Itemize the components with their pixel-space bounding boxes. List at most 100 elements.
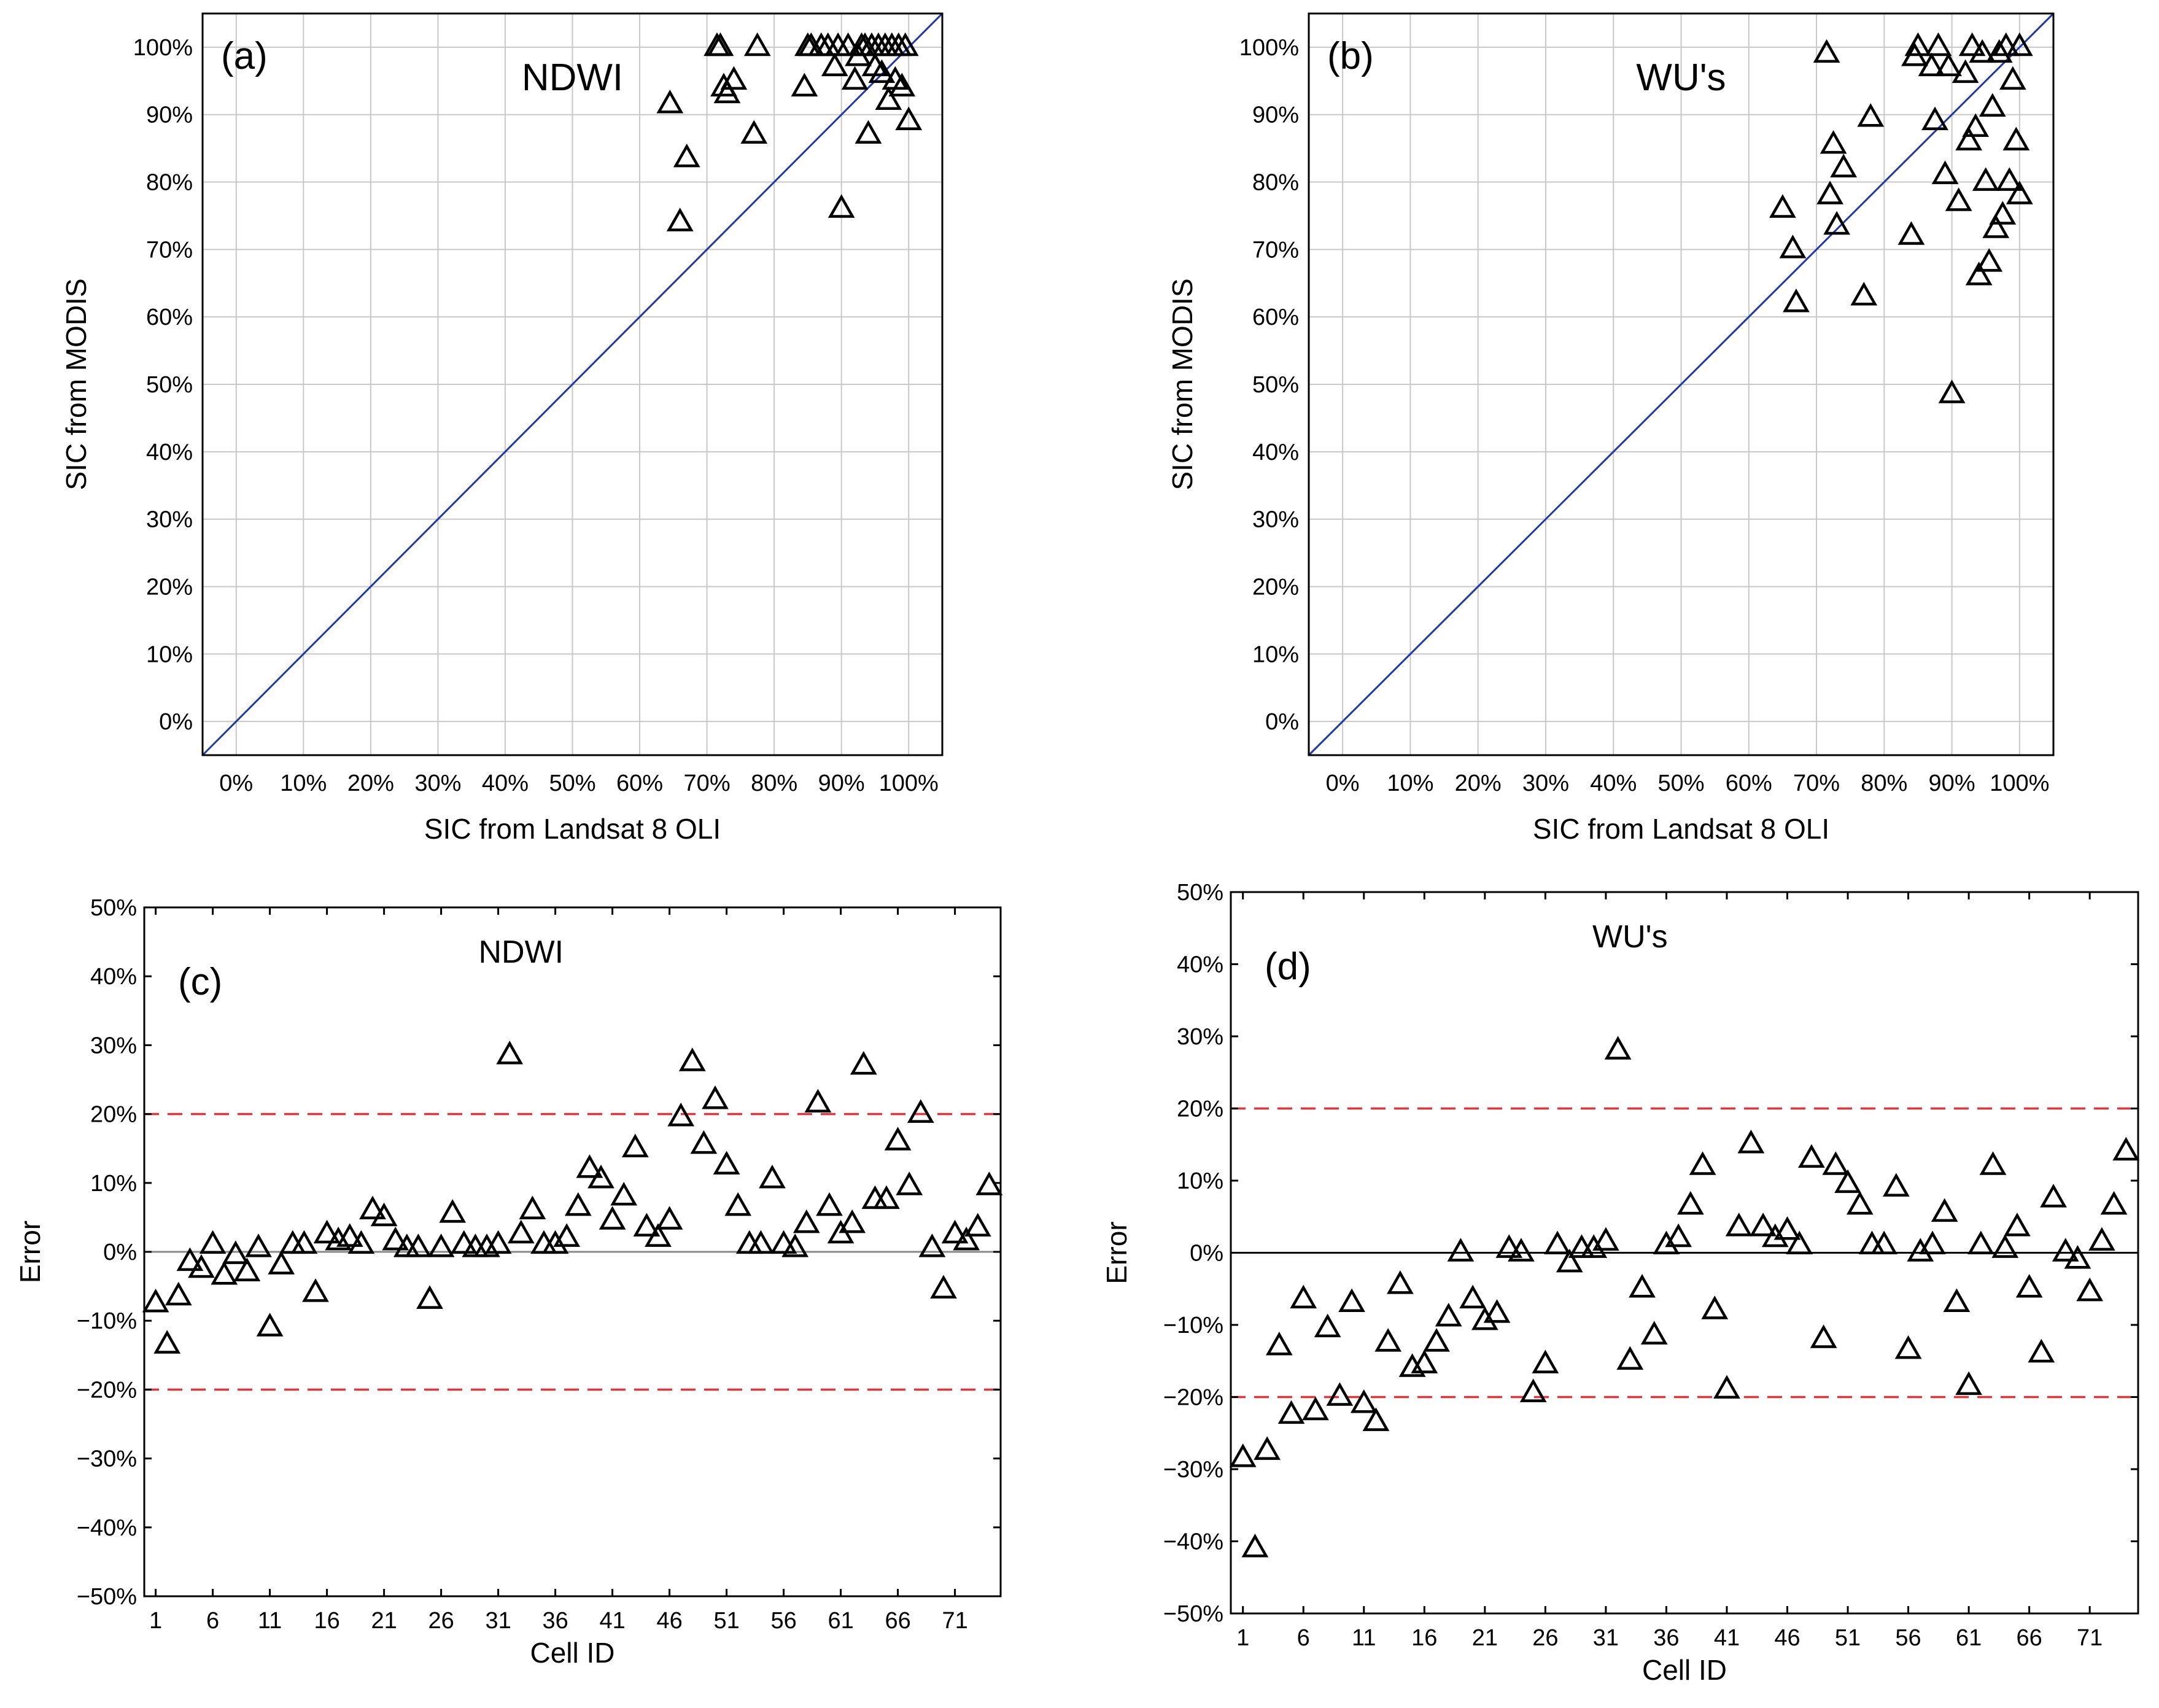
y-tick-label: 50% — [1177, 880, 1223, 906]
x-tick-label: 20% — [347, 771, 394, 796]
x-tick-label: 66 — [2016, 1625, 2042, 1651]
y-tick-label: 50% — [1252, 372, 1299, 398]
y-tick-label: 50% — [146, 372, 193, 398]
y-tick-label: 30% — [90, 1033, 137, 1058]
data-point — [1779, 235, 1807, 258]
x-tick-label: 60% — [616, 771, 663, 796]
data-point — [1931, 160, 1959, 184]
data-point — [416, 1285, 443, 1309]
x-tick-label: 21 — [371, 1608, 397, 1634]
data-point — [2076, 1277, 2104, 1302]
data-point — [1904, 32, 1932, 56]
x-tick-label: 6 — [206, 1608, 219, 1634]
data-point — [855, 120, 882, 144]
data-point — [678, 1047, 706, 1071]
y-axis-label: SIC from MODIS — [60, 278, 92, 490]
x-tick-label: 41 — [1714, 1625, 1740, 1651]
x-tick-label: 11 — [258, 1608, 282, 1634]
data-point — [1945, 187, 1972, 211]
panel-label: (c) — [178, 961, 222, 1003]
data-point — [953, 1226, 980, 1251]
x-tick-label: 80% — [1861, 771, 1907, 796]
data-point — [781, 1233, 809, 1257]
x-tick-label: 51 — [1835, 1625, 1861, 1651]
x-tick-label: 1 — [149, 1608, 162, 1634]
panel-label: (b) — [1327, 35, 1374, 77]
y-tick-label: 20% — [1252, 574, 1299, 600]
one-to-one-line — [1308, 12, 2055, 756]
data-point — [828, 194, 855, 218]
y-tick-label: 40% — [90, 964, 137, 990]
data-point — [791, 72, 818, 97]
data-point — [1820, 130, 1847, 154]
x-tick-label: 36 — [1653, 1625, 1679, 1651]
data-point — [507, 1219, 535, 1244]
data-point — [667, 1103, 695, 1127]
y-tick-label: −50% — [1163, 1601, 1223, 1627]
data-point — [165, 1281, 192, 1306]
data-point — [1689, 1151, 1716, 1175]
data-point — [621, 1133, 649, 1157]
data-point — [743, 32, 771, 56]
data-point — [1991, 1234, 2019, 1258]
method-title: WU's — [1592, 919, 1668, 955]
x-tick-label: 30% — [414, 771, 461, 796]
data-point — [153, 1330, 181, 1354]
y-tick-label: −30% — [77, 1446, 137, 1472]
data-point — [347, 1230, 375, 1254]
data-point — [1850, 282, 1878, 306]
x-tick-label: 31 — [1593, 1625, 1619, 1651]
data-point — [1943, 1288, 1971, 1313]
data-point — [918, 1233, 946, 1257]
y-tick-label: 20% — [1177, 1097, 1223, 1122]
data-point — [1411, 1349, 1438, 1373]
data-point — [313, 1219, 341, 1244]
x-tick-label: 30% — [1522, 771, 1569, 796]
x-tick-label: 16 — [314, 1608, 339, 1634]
data-point — [891, 32, 919, 56]
data-point — [1938, 379, 1966, 403]
x-tick-label: 6 — [1297, 1625, 1310, 1651]
y-tick-label: 30% — [1252, 507, 1299, 533]
data-point — [720, 66, 748, 90]
data-point — [519, 1195, 546, 1219]
y-tick-label: 40% — [1252, 440, 1299, 465]
data-point — [735, 1230, 763, 1254]
x-tick-label: 1 — [1236, 1625, 1249, 1651]
data-point — [930, 1275, 957, 1298]
data-point — [873, 1185, 900, 1209]
data-point — [1519, 1378, 1547, 1402]
y-tick-label: 20% — [146, 574, 193, 600]
y-tick-label: 10% — [1177, 1168, 1223, 1194]
data-point — [1931, 1198, 1958, 1222]
x-tick-label: 46 — [656, 1608, 682, 1634]
data-point — [290, 1230, 318, 1254]
data-point — [1924, 32, 1952, 56]
y-tick-label: −30% — [1163, 1457, 1223, 1483]
data-point — [359, 1195, 386, 1219]
data-point — [1952, 59, 1979, 83]
data-point — [1435, 1303, 1462, 1327]
x-tick-label: 41 — [599, 1608, 625, 1634]
data-point — [1592, 1227, 1619, 1251]
y-tick-label: 100% — [133, 35, 193, 61]
data-point — [1640, 1321, 1668, 1345]
data-point — [211, 1261, 238, 1285]
data-point — [1894, 1335, 1922, 1359]
data-point — [279, 1230, 306, 1254]
data-point — [176, 1247, 204, 1271]
x-tick-label: 10% — [280, 771, 327, 796]
y-tick-label: 100% — [1239, 35, 1299, 61]
data-point — [1290, 1284, 1317, 1309]
data-point — [1962, 113, 1990, 137]
data-point — [1471, 1306, 1498, 1330]
data-point — [2002, 126, 2030, 150]
x-tick-label: 50% — [549, 771, 595, 796]
data-point — [964, 1213, 991, 1237]
data-point — [941, 1219, 969, 1244]
x-tick-label: 0% — [219, 771, 253, 796]
data-point — [1919, 1230, 1946, 1255]
data-point — [1676, 1190, 1704, 1215]
data-point — [1241, 1534, 1269, 1558]
